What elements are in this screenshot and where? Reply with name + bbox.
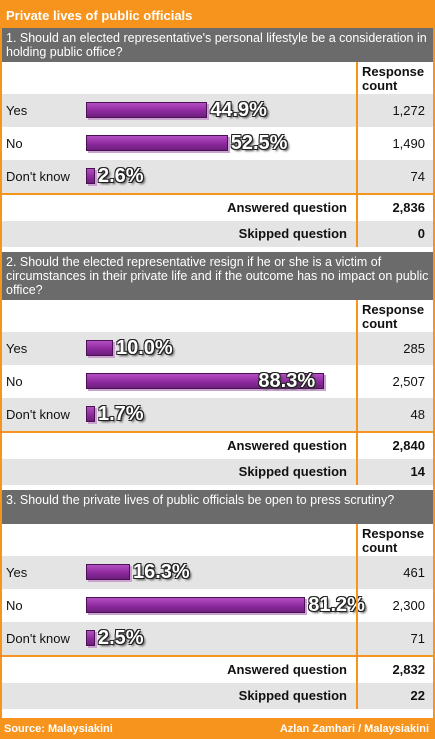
survey-panel: 1. Should an elected representative's pe… <box>2 28 433 718</box>
response-count: 285 <box>403 341 425 356</box>
source-credit: Source: Malaysiakini <box>4 723 113 735</box>
skipped-question-row: Skipped question 14 <box>2 459 433 485</box>
bar-don-t-know <box>86 168 95 184</box>
question-text: 3. Should the private lives of public of… <box>2 490 433 524</box>
response-count: 2,300 <box>392 598 425 613</box>
column-divider <box>356 221 358 247</box>
percent-label: 52.5% <box>230 132 288 154</box>
answer-label: No <box>6 374 23 389</box>
skipped-question-count: 0 <box>417 226 425 241</box>
response-count: 1,490 <box>392 136 425 151</box>
column-divider <box>356 622 358 655</box>
column-divider <box>356 524 358 556</box>
skipped-question-row: Skipped question 22 <box>2 683 433 709</box>
answered-question-count: 2,832 <box>392 662 425 677</box>
page-title: Private lives of public officials <box>0 4 213 28</box>
column-divider <box>356 657 358 683</box>
bar-don-t-know <box>86 406 95 422</box>
bar-yes <box>86 340 113 356</box>
bar-no <box>86 135 228 151</box>
answer-row-yes: Yes 16.3% 461 <box>2 556 433 589</box>
column-divider <box>356 62 358 94</box>
response-count-header: Response count <box>362 302 425 331</box>
percent-label: 88.3% <box>258 370 316 392</box>
answered-question-label: Answered question <box>227 200 347 215</box>
skipped-question-label: Skipped question <box>238 226 347 241</box>
bar-no <box>86 373 325 389</box>
answer-label: Yes <box>6 341 28 356</box>
response-count-header: Response count <box>362 526 425 555</box>
percent-label: 2.6% <box>98 165 144 187</box>
response-count: 461 <box>403 565 425 580</box>
answer-label: Don't know <box>6 407 70 422</box>
percent-label: 10.0% <box>116 337 173 359</box>
answer-label: No <box>6 136 23 151</box>
column-divider <box>356 300 358 332</box>
response-count: 74 <box>410 169 425 184</box>
answered-question-count: 2,836 <box>392 200 425 215</box>
percent-label: 16.3% <box>133 561 190 583</box>
footer: Source: Malaysiakini Azlan Zamhari / Mal… <box>0 720 435 739</box>
answer-row-no: No 88.3% 2,507 <box>2 365 433 398</box>
skipped-question-count: 22 <box>410 688 425 703</box>
section-divider <box>2 193 433 195</box>
bar-don-t-know <box>86 630 95 646</box>
column-divider <box>356 398 358 431</box>
bar-no <box>86 597 306 613</box>
percent-label: 81.2% <box>308 594 365 616</box>
response-header-row: Response count <box>2 524 433 556</box>
column-divider <box>356 589 358 622</box>
column-divider <box>356 683 358 709</box>
answer-row-yes: Yes 44.9% 1,272 <box>2 94 433 127</box>
response-count: 2,507 <box>392 374 425 389</box>
column-divider <box>356 160 358 193</box>
section-divider <box>2 655 433 657</box>
column-divider <box>356 127 358 160</box>
answer-row-yes: Yes 10.0% 285 <box>2 332 433 365</box>
response-count: 1,272 <box>392 103 425 118</box>
column-divider <box>356 365 358 398</box>
answer-row-don-t-know: Don't know 1.7% 48 <box>2 398 433 431</box>
answered-question-row: Answered question 2,840 <box>2 433 433 459</box>
percent-label: 44.9% <box>210 99 267 121</box>
bar-yes <box>86 102 208 118</box>
section-divider <box>2 431 433 433</box>
answered-question-label: Answered question <box>227 662 347 677</box>
question-text: 2. Should the elected representative res… <box>2 252 433 300</box>
response-count-header: Response count <box>362 64 425 93</box>
column-divider <box>356 195 358 221</box>
skipped-question-label: Skipped question <box>238 688 347 703</box>
answer-label: Don't know <box>6 631 70 646</box>
response-count: 48 <box>410 407 425 422</box>
bar-yes <box>86 564 130 580</box>
answer-label: Yes <box>6 103 28 118</box>
answer-label: Yes <box>6 565 28 580</box>
answer-row-don-t-know: Don't know 2.6% 74 <box>2 160 433 193</box>
column-divider <box>356 459 358 485</box>
answered-question-label: Answered question <box>227 438 347 453</box>
response-header-row: Response count <box>2 300 433 332</box>
answered-question-row: Answered question 2,832 <box>2 657 433 683</box>
column-divider <box>356 332 358 365</box>
answer-row-no: No 81.2% 2,300 <box>2 589 433 622</box>
question-text: 1. Should an elected representative's pe… <box>2 28 433 62</box>
answer-row-don-t-know: Don't know 2.5% 71 <box>2 622 433 655</box>
response-count: 71 <box>410 631 425 646</box>
answer-row-no: No 52.5% 1,490 <box>2 127 433 160</box>
response-header-row: Response count <box>2 62 433 94</box>
answer-label: Don't know <box>6 169 70 184</box>
percent-label: 1.7% <box>98 403 144 425</box>
column-divider <box>356 94 358 127</box>
column-divider <box>356 556 358 589</box>
skipped-question-count: 14 <box>410 464 425 479</box>
skipped-question-row: Skipped question 0 <box>2 221 433 247</box>
answer-label: No <box>6 598 23 613</box>
percent-label: 2.5% <box>98 627 144 649</box>
author-credit: Azlan Zamhari / Malaysiakini <box>279 723 429 735</box>
answered-question-row: Answered question 2,836 <box>2 195 433 221</box>
column-divider <box>356 433 358 459</box>
answered-question-count: 2,840 <box>392 438 425 453</box>
skipped-question-label: Skipped question <box>238 464 347 479</box>
